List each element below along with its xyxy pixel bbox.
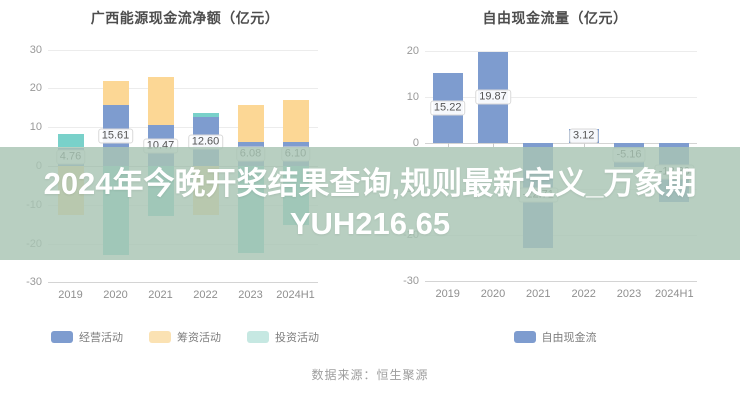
legend-label: 自由现金流 xyxy=(541,332,597,344)
gridline-y30 xyxy=(48,49,318,51)
legend-label: 投资活动 xyxy=(275,332,319,344)
x-axis-label: 2023 xyxy=(238,289,263,302)
x-axis-label: 2020 xyxy=(480,288,506,300)
x-axis-label: 2022 xyxy=(193,289,218,302)
legend-item-筹资活动[interactable]: 筹资活动 xyxy=(149,329,221,345)
right-chart-legend: 自由现金流 xyxy=(370,329,740,345)
bar-投资活动-2019[interactable] xyxy=(57,134,84,148)
y-axis-label: -30 xyxy=(403,275,419,287)
legend-item-投资活动[interactable]: 投资活动 xyxy=(247,329,319,345)
watermark-text-line2: YUH216.65 xyxy=(289,205,451,241)
gridline-y10 xyxy=(48,127,318,129)
gridline-y10 xyxy=(425,97,697,98)
gridline-y0 xyxy=(425,143,697,144)
value-label: 15.61 xyxy=(97,128,134,144)
watermark-text-line1: 2024年今晚开奖结果查询,规则最新定义_万象期 xyxy=(43,166,697,202)
legend-swatch-icon xyxy=(513,331,536,343)
y-axis-label: 20 xyxy=(406,45,419,57)
x-axis-label: 2020 xyxy=(103,289,128,302)
x-axis-label: 2019 xyxy=(58,289,83,302)
x-axis-label: 2023 xyxy=(616,288,642,300)
bar-筹资活动-2021[interactable] xyxy=(147,77,174,126)
value-label: 3.12 xyxy=(568,128,599,144)
legend-swatch-icon xyxy=(149,331,171,343)
x-axis-tick xyxy=(583,143,585,147)
legend-item-自由现金流[interactable]: 自由现金流 xyxy=(513,329,597,345)
data-source-label: 数据来源：恒生聚源 xyxy=(311,368,429,382)
x-axis-label: 2019 xyxy=(435,288,460,300)
legend-item-经营活动[interactable]: 经营活动 xyxy=(51,329,123,345)
bar-筹资活动-2024H1[interactable] xyxy=(282,100,309,143)
legend-label: 筹资活动 xyxy=(177,332,221,344)
left-chart-legend: 经营活动 筹资活动 投资活动 xyxy=(0,329,370,345)
x-axis-label: 2024H1 xyxy=(276,289,315,302)
value-label: 19.87 xyxy=(475,89,511,105)
x-axis-label: 2021 xyxy=(148,289,173,302)
bar-投资活动-2022[interactable] xyxy=(192,112,219,118)
gridline-y-30 xyxy=(48,282,318,284)
legend-label: 经营活动 xyxy=(79,332,123,344)
x-axis-label: 2021 xyxy=(526,288,551,300)
bar-筹资活动-2023[interactable] xyxy=(237,104,264,143)
y-axis-label: 0 xyxy=(412,137,419,149)
left-chart-title: 广西能源现金流净额（亿元） xyxy=(90,10,280,26)
watermark-overlay: 2024年今晚开奖结果查询,规则最新定义_万象期 YUH216.65 xyxy=(0,147,740,260)
right-chart-title: 自由现金流量（亿元） xyxy=(482,10,628,26)
x-axis-tick xyxy=(447,143,449,147)
x-axis-label: 2024H1 xyxy=(655,288,694,300)
gridline-y20 xyxy=(48,88,318,90)
bar-筹资活动-2020[interactable] xyxy=(102,80,129,106)
gridline-y-30 xyxy=(425,281,697,282)
x-axis-tick xyxy=(493,143,494,147)
y-axis-label: 30 xyxy=(29,43,42,56)
y-axis-label: 10 xyxy=(29,121,42,134)
y-axis-label: 10 xyxy=(406,91,419,103)
value-label: 15.22 xyxy=(429,100,466,116)
gridline-y20 xyxy=(425,51,697,52)
legend-swatch-icon xyxy=(247,331,269,343)
legend-swatch-icon xyxy=(51,331,73,343)
x-axis-label: 2022 xyxy=(571,288,596,300)
y-axis-label: 20 xyxy=(29,82,42,95)
y-axis-label: -30 xyxy=(26,276,42,289)
